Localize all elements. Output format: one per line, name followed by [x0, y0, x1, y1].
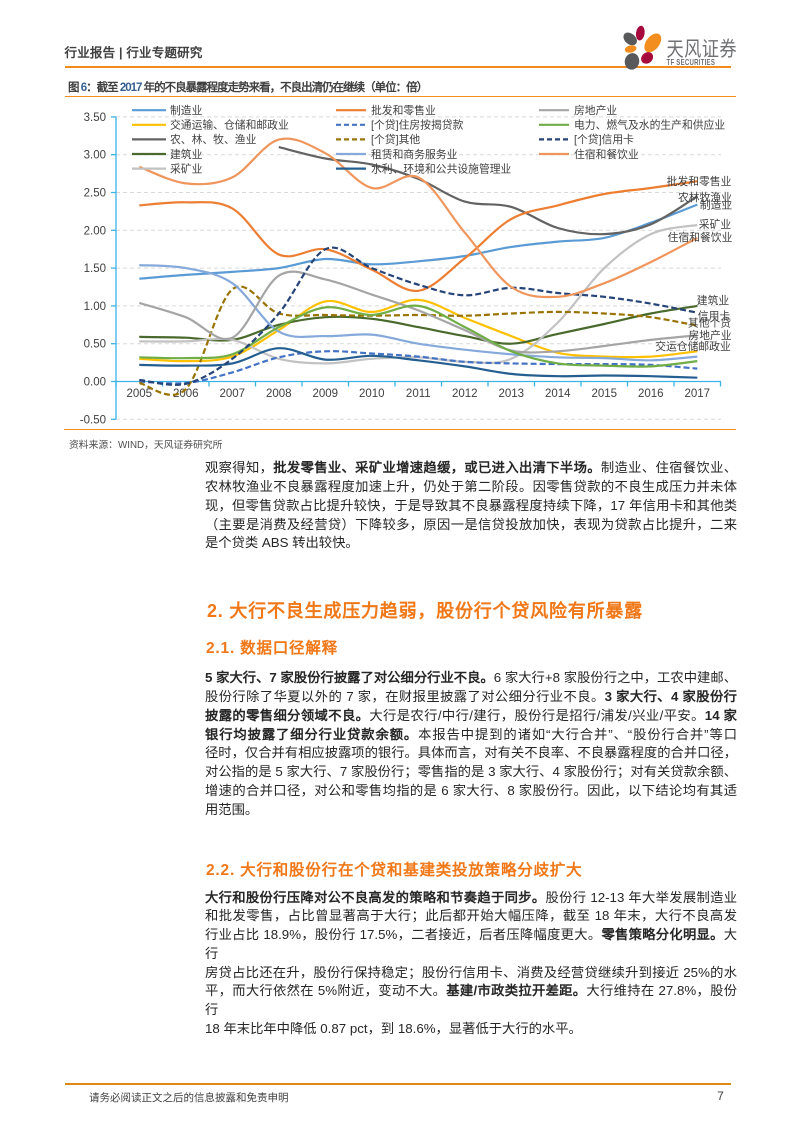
svg-text:0.50: 0.50	[84, 339, 106, 351]
svg-text:[个贷]住房按揭贷款: [个贷]住房按揭贷款	[371, 118, 464, 132]
svg-text:0.00: 0.00	[84, 377, 106, 389]
svg-text:2007: 2007	[220, 388, 246, 400]
svg-text:建筑业: 建筑业	[697, 293, 730, 307]
svg-text:2009: 2009	[313, 388, 339, 400]
svg-text:制造业: 制造业	[170, 103, 203, 117]
svg-text:采矿业: 采矿业	[699, 218, 732, 231]
svg-text:天风证券: 天风证券	[667, 38, 738, 62]
svg-text:制造业: 制造业	[700, 197, 733, 211]
svg-text:1.00: 1.00	[84, 301, 106, 313]
svg-text:2005: 2005	[127, 388, 153, 400]
svg-text:批发和零售业: 批发和零售业	[667, 174, 732, 188]
svg-text:-0.50: -0.50	[80, 414, 106, 426]
svg-text:交运仓储邮政业: 交运仓储邮政业	[655, 339, 731, 353]
svg-text:房地产业: 房地产业	[688, 328, 731, 342]
svg-text:2.00: 2.00	[84, 225, 106, 237]
svg-text:租赁和商务服务业: 租赁和商务服务业	[371, 147, 458, 161]
svg-text:2.50: 2.50	[84, 188, 106, 200]
svg-text:2013: 2013	[499, 388, 525, 400]
svg-text:1.50: 1.50	[84, 263, 106, 275]
svg-text:建筑业: 建筑业	[170, 147, 203, 161]
svg-text:3.50: 3.50	[84, 112, 106, 124]
svg-text:农、林、牧、渔业: 农、林、牧、渔业	[170, 132, 257, 146]
svg-text:批发和零售业: 批发和零售业	[371, 103, 436, 117]
svg-text:[个贷]其他: [个贷]其他	[371, 132, 420, 146]
svg-text:TF SECURITIES: TF SECURITIES	[667, 59, 716, 67]
svg-text:[个贷]信用卡: [个贷]信用卡	[574, 132, 634, 146]
svg-text:住宿和餐饮业: 住宿和餐饮业	[574, 147, 639, 161]
svg-text:2008: 2008	[266, 388, 292, 400]
svg-text:2006: 2006	[173, 388, 199, 400]
svg-text:农林牧渔业: 农林牧渔业	[678, 190, 732, 204]
svg-text:2015: 2015	[592, 388, 618, 400]
svg-text:2011: 2011	[406, 388, 431, 400]
svg-text:2017: 2017	[685, 388, 711, 400]
svg-text:3.00: 3.00	[84, 150, 106, 162]
svg-text:交通运输、仓储和邮政业: 交通运输、仓储和邮政业	[170, 118, 289, 132]
svg-text:2016: 2016	[638, 388, 664, 400]
svg-text:采矿业: 采矿业	[170, 162, 203, 175]
svg-text:其他个贷: 其他个贷	[688, 315, 731, 329]
svg-text:2014: 2014	[545, 388, 571, 400]
svg-text:住宿和餐饮业: 住宿和餐饮业	[668, 230, 733, 244]
svg-text:电力、燃气及水的生产和供应业: 电力、燃气及水的生产和供应业	[574, 118, 725, 132]
svg-text:房地产业: 房地产业	[574, 103, 617, 117]
svg-text:2010: 2010	[359, 388, 385, 400]
svg-text:水利、环境和公共设施管理业: 水利、环境和公共设施管理业	[371, 161, 512, 175]
svg-text:信用卡: 信用卡	[698, 309, 731, 322]
svg-text:2012: 2012	[452, 388, 478, 400]
